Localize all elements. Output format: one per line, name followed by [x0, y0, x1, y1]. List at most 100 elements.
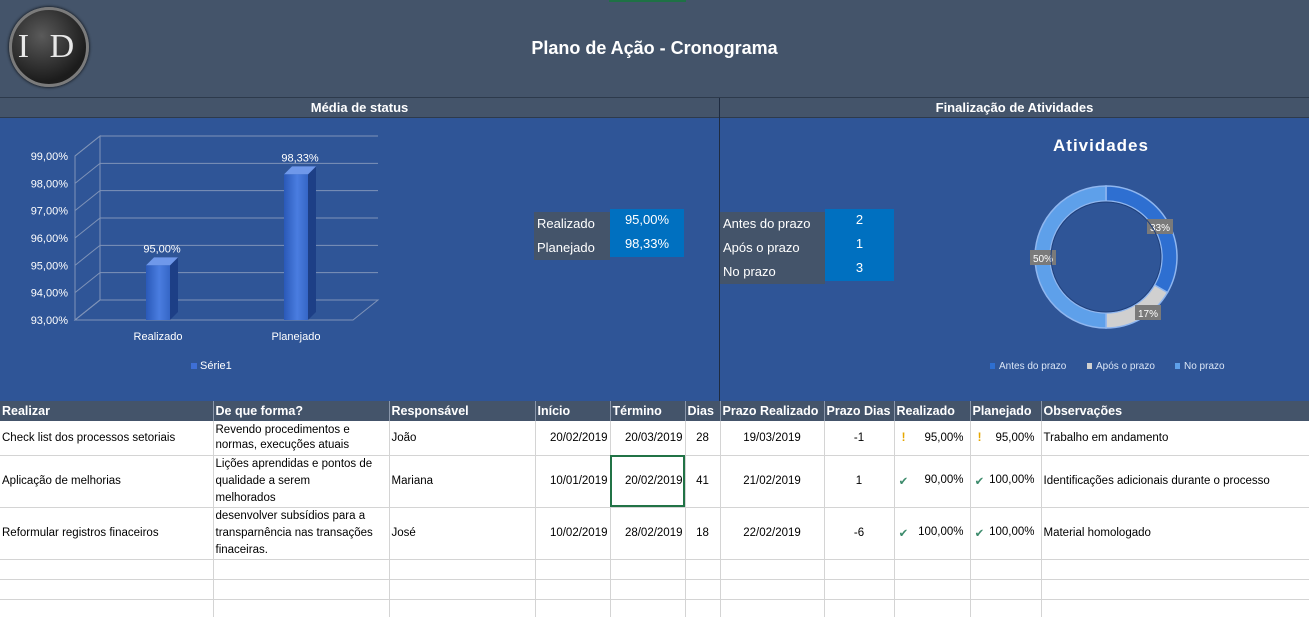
- col-header-realizado[interactable]: Realizado: [894, 401, 971, 421]
- col-header-dias[interactable]: Dias: [685, 401, 721, 421]
- empty-row: [0, 559, 1309, 580]
- gridline-diagonal: [74, 299, 101, 321]
- cell-realizar[interactable]: Aplicação de melhorias: [0, 455, 214, 508]
- empty-cell[interactable]: [685, 559, 721, 580]
- cell-forma-line: melhorados: [215, 491, 276, 504]
- empty-cell[interactable]: [535, 599, 611, 617]
- empty-cell[interactable]: [610, 559, 686, 580]
- cell-realizado[interactable]: ✔ 100,00%: [894, 507, 971, 560]
- empty-cell[interactable]: [894, 579, 971, 600]
- cell-prazo-dias[interactable]: -6: [824, 507, 895, 560]
- status-bar-chart[interactable]: 93,00% 94,00% 95,00% 96,00% 97,00% 98,00% 99,0…: [0, 118, 530, 401]
- cell-prazo-realizado[interactable]: 21/02/2019: [720, 455, 825, 508]
- y-tick-label: 97,00%: [31, 206, 69, 218]
- cell-forma[interactable]: desenvolver subsídios para a transparnênc…: [213, 507, 390, 560]
- cell-planejado[interactable]: ✔ 100,00%: [970, 507, 1042, 560]
- legend-swatch: [1175, 363, 1180, 369]
- empty-cell[interactable]: [824, 559, 895, 580]
- empty-cell[interactable]: [970, 559, 1042, 580]
- cell-inicio[interactable]: 10/02/2019: [535, 507, 611, 560]
- empty-cell[interactable]: [685, 579, 721, 600]
- section-title-status: Média de status: [0, 98, 719, 118]
- empty-cell[interactable]: [213, 599, 390, 617]
- cell-forma[interactable]: Lições aprendidas e pontos de qualidade a…: [213, 455, 390, 508]
- empty-cell[interactable]: [610, 599, 686, 617]
- empty-cell[interactable]: [535, 579, 611, 600]
- empty-cell[interactable]: [824, 599, 895, 617]
- empty-cell[interactable]: [389, 579, 536, 600]
- cell-prazo-realizado[interactable]: 19/03/2019: [720, 421, 825, 456]
- cell-inicio[interactable]: 10/01/2019: [535, 455, 611, 508]
- empty-cell[interactable]: [389, 559, 536, 580]
- empty-cell[interactable]: [894, 559, 971, 580]
- cell-observacoes[interactable]: Material homologado: [1041, 507, 1309, 560]
- empty-cell[interactable]: [720, 579, 825, 600]
- empty-cell[interactable]: [213, 579, 390, 600]
- y-tick-label: 93,00%: [31, 315, 69, 327]
- col-header-termino[interactable]: Término: [610, 401, 686, 421]
- cell-prazo-dias[interactable]: -1: [824, 421, 895, 456]
- empty-cell[interactable]: [824, 579, 895, 600]
- cell-responsavel[interactable]: João: [389, 421, 536, 456]
- cell-prazo-realizado[interactable]: 22/02/2019: [720, 507, 825, 560]
- empty-cell[interactable]: [0, 579, 214, 600]
- col-header-planejado[interactable]: Planejado: [970, 401, 1042, 421]
- status-value-planejado[interactable]: 98,33%: [610, 233, 684, 257]
- col-header-prazo-realizado[interactable]: Prazo Realizado: [720, 401, 825, 421]
- cell-inicio[interactable]: 20/02/2019: [535, 421, 611, 456]
- col-header-forma[interactable]: De que forma?: [213, 401, 390, 421]
- empty-cell[interactable]: [685, 599, 721, 617]
- cell-observacoes[interactable]: Identificações adicionais durante o proc…: [1041, 455, 1309, 508]
- cell-termino[interactable]: 20/03/2019: [610, 421, 686, 456]
- status-value-realizado[interactable]: 95,00%: [610, 209, 684, 233]
- legend-swatch: [990, 363, 995, 369]
- activities-donut-chart[interactable]: 33% 17% 50%: [1010, 170, 1210, 350]
- cell-responsavel[interactable]: Mariana: [389, 455, 536, 508]
- legend-item: No prazo: [1175, 361, 1225, 372]
- donut-inner-edge: [1050, 201, 1162, 313]
- empty-cell[interactable]: [610, 579, 686, 600]
- cell-termino-selected[interactable]: 20/02/2019: [610, 455, 686, 508]
- activity-value-apos[interactable]: 1: [825, 233, 894, 257]
- col-header-responsavel[interactable]: Responsável: [389, 401, 536, 421]
- empty-cell[interactable]: [970, 599, 1042, 617]
- cell-dias[interactable]: 41: [685, 455, 721, 508]
- cell-responsavel[interactable]: José: [389, 507, 536, 560]
- empty-cell[interactable]: [1041, 559, 1309, 580]
- cell-termino[interactable]: 28/02/2019: [610, 507, 686, 560]
- cell-dias[interactable]: 18: [685, 507, 721, 560]
- activity-value-noprazo[interactable]: 3: [825, 257, 894, 281]
- cell-realizar[interactable]: Check list dos processos setoriais: [0, 421, 214, 456]
- cell-forma[interactable]: Revendo procedimentos e normas, execuções…: [213, 421, 390, 456]
- cell-observacoes[interactable]: Trabalho em andamento: [1041, 421, 1309, 456]
- chart-floor: [73, 299, 380, 321]
- cell-realizado[interactable]: ! 95,00%: [894, 421, 971, 456]
- activity-label-antes: Antes do prazo: [720, 212, 825, 236]
- check-icon: ✔: [974, 476, 985, 488]
- col-header-observacoes[interactable]: Observações: [1041, 401, 1309, 421]
- activity-value-antes[interactable]: 2: [825, 209, 894, 233]
- empty-cell[interactable]: [0, 559, 214, 580]
- cell-prazo-dias[interactable]: 1: [824, 455, 895, 508]
- empty-cell[interactable]: [213, 559, 390, 580]
- empty-cell[interactable]: [1041, 599, 1309, 617]
- cell-realizado[interactable]: ✔ 90,00%: [894, 455, 971, 508]
- col-header-inicio[interactable]: Início: [535, 401, 611, 421]
- empty-cell[interactable]: [720, 559, 825, 580]
- empty-cell[interactable]: [535, 559, 611, 580]
- cell-dias[interactable]: 28: [685, 421, 721, 456]
- cell-planejado[interactable]: ✔ 100,00%: [970, 455, 1042, 508]
- cell-planejado[interactable]: ! 95,00%: [970, 421, 1042, 456]
- empty-cell[interactable]: [1041, 579, 1309, 600]
- col-header-realizar[interactable]: Realizar: [0, 401, 214, 421]
- empty-cell[interactable]: [894, 599, 971, 617]
- cell-forma-line: Lições aprendidas e pontos de: [215, 457, 373, 470]
- empty-cell[interactable]: [720, 599, 825, 617]
- gridline-diagonal: [74, 190, 101, 212]
- cell-realizar[interactable]: Reformular registros finaceiros: [0, 507, 214, 560]
- empty-cell[interactable]: [0, 599, 214, 617]
- cell-forma-line: qualidade a serem: [215, 474, 311, 487]
- empty-cell[interactable]: [389, 599, 536, 617]
- col-header-prazo-dias[interactable]: Prazo Dias: [824, 401, 895, 421]
- empty-cell[interactable]: [970, 579, 1042, 600]
